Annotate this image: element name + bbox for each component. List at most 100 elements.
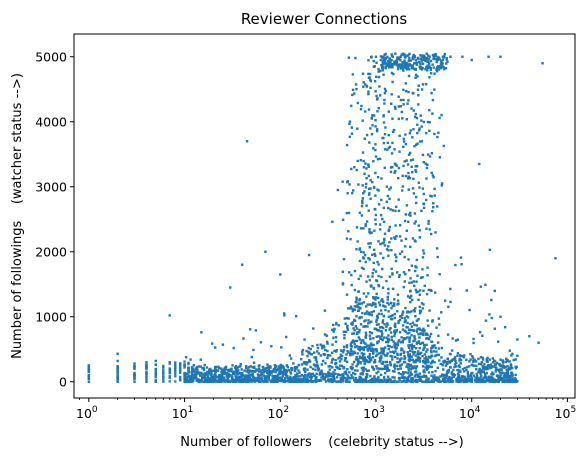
- data-point: [433, 88, 436, 91]
- data-point: [376, 110, 379, 113]
- data-point: [375, 350, 378, 353]
- data-point: [341, 282, 345, 285]
- data-point: [440, 346, 444, 350]
- data-point: [541, 62, 544, 65]
- data-point: [408, 52, 411, 56]
- data-point: [363, 190, 366, 193]
- data-point: [479, 374, 483, 377]
- data-point: [411, 91, 415, 95]
- data-point: [356, 379, 360, 382]
- data-point: [375, 94, 378, 98]
- data-point: [319, 371, 323, 374]
- data-point: [303, 367, 307, 370]
- data-point: [436, 379, 439, 382]
- data-point: [387, 245, 390, 248]
- data-point: [332, 323, 335, 327]
- data-point: [337, 357, 340, 360]
- data-point: [409, 211, 412, 215]
- data-point: [410, 373, 414, 376]
- data-point: [277, 379, 280, 382]
- data-point: [358, 328, 361, 332]
- data-point: [417, 103, 420, 106]
- data-point: [409, 349, 412, 352]
- data-point: [316, 379, 320, 382]
- data-point: [424, 68, 427, 71]
- data-point: [478, 331, 482, 334]
- data-point: [362, 301, 366, 304]
- data-point: [487, 375, 491, 378]
- data-point: [404, 133, 407, 136]
- data-point: [485, 358, 488, 361]
- data-point: [402, 53, 405, 56]
- data-point: [420, 68, 424, 71]
- data-point: [425, 350, 428, 353]
- data-point: [443, 373, 446, 377]
- data-point: [481, 380, 485, 383]
- data-point: [412, 366, 416, 370]
- data-point: [352, 189, 355, 192]
- data-point: [388, 197, 391, 201]
- data-point: [380, 356, 383, 359]
- data-point: [437, 380, 441, 383]
- data-point: [311, 344, 314, 348]
- data-point: [397, 319, 400, 323]
- data-point: [381, 367, 385, 371]
- data-point: [231, 372, 235, 375]
- data-point: [487, 55, 490, 58]
- data-point: [378, 352, 381, 355]
- data-point: [220, 370, 224, 373]
- data-point: [401, 310, 405, 313]
- data-point: [404, 337, 407, 340]
- data-point: [432, 66, 436, 69]
- data-point: [429, 232, 433, 236]
- data-point: [344, 330, 348, 334]
- data-point: [415, 291, 418, 294]
- data-point: [393, 332, 397, 335]
- data-point: [206, 375, 210, 379]
- data-point: [415, 266, 418, 269]
- data-point: [378, 360, 381, 363]
- data-point: [339, 373, 342, 377]
- data-point: [475, 368, 478, 371]
- data-point: [300, 378, 303, 381]
- data-point: [365, 167, 368, 170]
- data-point: [432, 176, 435, 179]
- data-point: [497, 368, 500, 372]
- data-point: [403, 255, 406, 259]
- data-point: [410, 343, 413, 346]
- data-point: [272, 368, 276, 371]
- data-point: [347, 230, 350, 233]
- data-point: [397, 360, 400, 364]
- data-point: [285, 364, 289, 367]
- data-point: [481, 334, 484, 338]
- data-point: [418, 229, 421, 232]
- data-point: [369, 378, 372, 382]
- data-point: [178, 378, 182, 382]
- data-point: [405, 336, 409, 339]
- data-point: [331, 378, 334, 382]
- data-point: [133, 377, 136, 381]
- data-point: [415, 280, 418, 283]
- data-point: [237, 369, 240, 372]
- data-point: [402, 379, 406, 383]
- data-point: [308, 359, 311, 362]
- data-point: [336, 380, 339, 383]
- data-point: [419, 332, 422, 335]
- data-point: [320, 372, 324, 375]
- data-point: [364, 368, 367, 371]
- data-point: [440, 311, 443, 314]
- data-point: [362, 192, 365, 195]
- data-point: [260, 372, 264, 376]
- data-point: [368, 352, 372, 356]
- data-point: [414, 358, 418, 362]
- data-point: [264, 367, 268, 370]
- data-point: [440, 182, 444, 185]
- data-point: [397, 176, 400, 180]
- data-point: [326, 356, 329, 360]
- data-point: [416, 75, 419, 78]
- data-point: [367, 174, 371, 178]
- data-point: [224, 379, 227, 382]
- data-point: [413, 336, 416, 339]
- data-point: [489, 363, 493, 366]
- data-point: [361, 184, 364, 187]
